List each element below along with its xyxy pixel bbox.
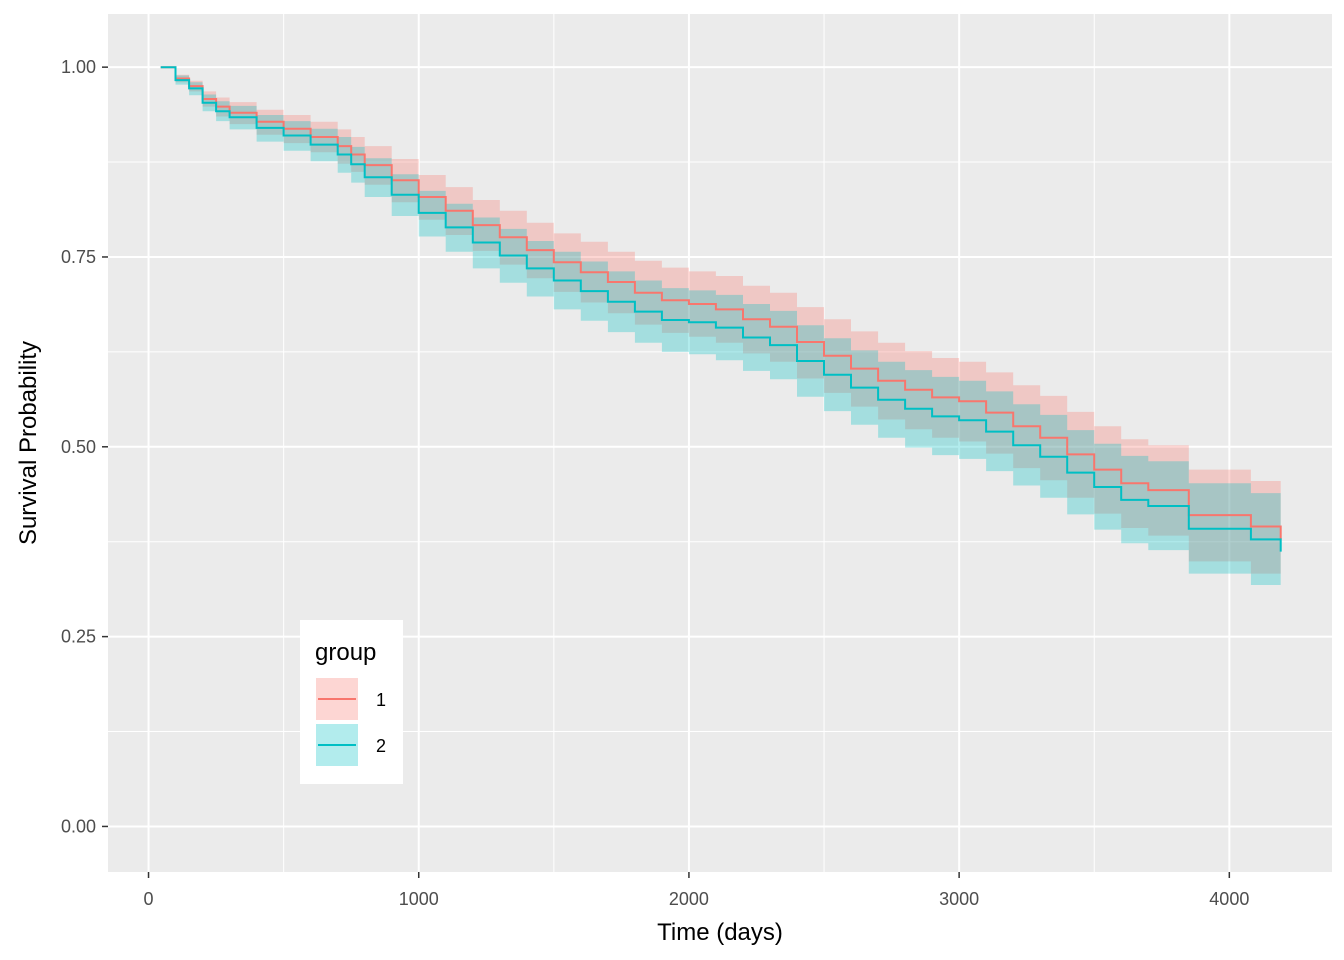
x-tick-label: 3000 bbox=[939, 889, 979, 909]
y-axis-title: Survival Probability bbox=[15, 341, 42, 545]
survival-curves bbox=[160, 66, 1282, 552]
x-axis: 0 1000 2000 3000 4000 bbox=[144, 872, 1249, 909]
y-tick-label: 0.25 bbox=[61, 627, 96, 647]
ci-ribbon-group-2 bbox=[160, 67, 1281, 598]
x-tick-label: 4000 bbox=[1209, 889, 1249, 909]
y-tick-label: 0.00 bbox=[61, 816, 96, 836]
legend-background bbox=[300, 620, 403, 784]
legend-title: group bbox=[315, 639, 376, 666]
y-tick-label: 1.00 bbox=[61, 57, 96, 77]
survival-curve-group-2 bbox=[160, 66, 1282, 552]
survival-curve-group-1 bbox=[160, 66, 1282, 540]
major-gridlines bbox=[108, 14, 1332, 872]
minor-gridlines bbox=[108, 14, 1332, 872]
legend-label-group-1: 1 bbox=[376, 690, 386, 710]
y-tick-label: 0.75 bbox=[61, 247, 96, 267]
x-tick-label: 1000 bbox=[399, 889, 439, 909]
x-tick-label: 0 bbox=[144, 889, 154, 909]
y-tick-label: 0.50 bbox=[61, 437, 96, 457]
x-tick-label: 2000 bbox=[669, 889, 709, 909]
legend-label-group-2: 2 bbox=[376, 736, 386, 756]
legend: group 1 2 bbox=[300, 620, 403, 784]
y-axis: 0.00 0.25 0.50 0.75 1.00 bbox=[61, 57, 108, 836]
x-axis-title: Time (days) bbox=[657, 919, 783, 946]
